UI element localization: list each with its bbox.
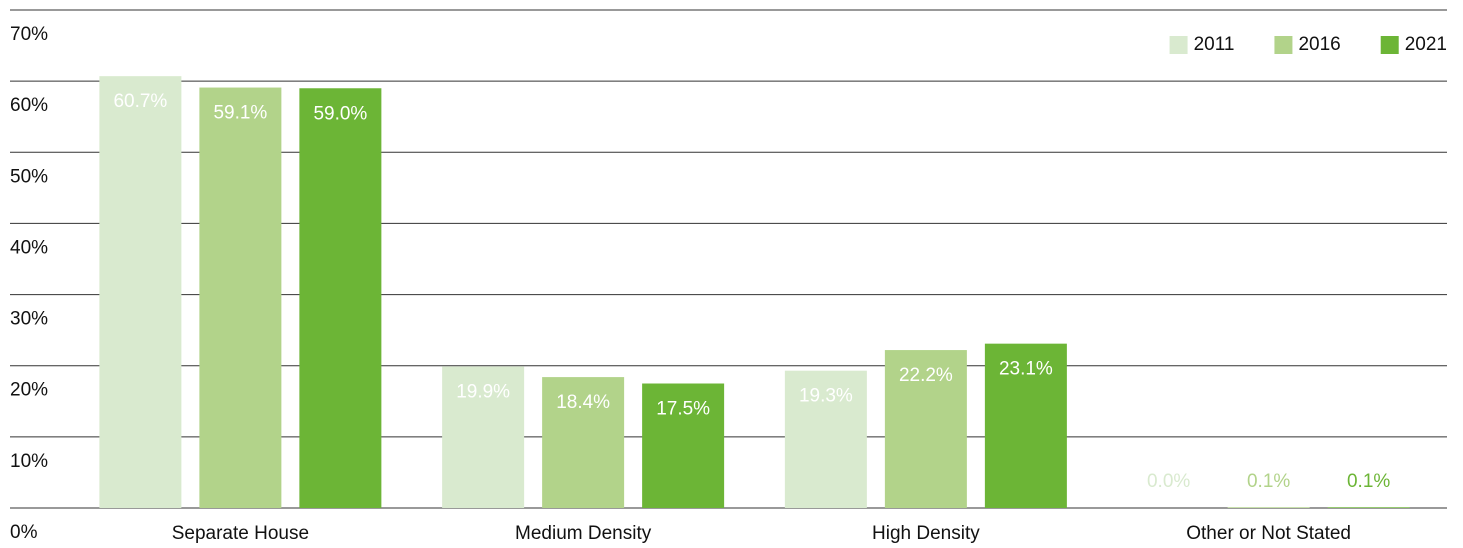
- y-tick-label: 0%: [10, 522, 38, 543]
- legend-label: 2021: [1405, 34, 1447, 55]
- legend-swatch: [1274, 36, 1293, 54]
- data-label: 0.0%: [1147, 471, 1190, 492]
- x-tick-label: High Density: [872, 523, 980, 544]
- bar: [642, 383, 725, 508]
- legend-label: 2016: [1298, 34, 1340, 55]
- y-tick-label: 60%: [10, 95, 48, 116]
- x-tick-label: Separate House: [172, 523, 309, 544]
- y-tick-label: 10%: [10, 451, 48, 472]
- y-tick-label: 30%: [10, 309, 48, 330]
- data-label: 17.5%: [656, 399, 710, 420]
- bar: [1327, 507, 1410, 508]
- bar: [299, 88, 382, 508]
- bar: [784, 370, 867, 508]
- data-label: 0.1%: [1247, 471, 1290, 492]
- data-label: 22.2%: [899, 365, 953, 386]
- data-label: 19.3%: [799, 386, 853, 407]
- y-tick-label: 20%: [10, 380, 48, 401]
- y-tick-label: 70%: [10, 24, 48, 45]
- data-label: 23.1%: [999, 359, 1053, 380]
- data-label: 59.0%: [313, 103, 367, 124]
- y-tick-label: 50%: [10, 166, 48, 187]
- x-tick-label: Medium Density: [515, 523, 652, 544]
- data-label: 19.9%: [456, 381, 510, 402]
- data-label: 0.1%: [1347, 471, 1390, 492]
- bar: [442, 366, 525, 508]
- legend-label: 2011: [1194, 34, 1235, 55]
- bar: [884, 350, 967, 508]
- bar: [99, 76, 182, 509]
- y-tick-label: 40%: [10, 237, 48, 258]
- bar: [984, 343, 1067, 508]
- data-label: 59.1%: [213, 103, 267, 124]
- bar: [1227, 507, 1310, 508]
- legend-swatch: [1169, 36, 1188, 54]
- data-label: 60.7%: [113, 91, 167, 112]
- x-tick-label: Other or Not Stated: [1186, 523, 1351, 544]
- bar: [542, 377, 625, 508]
- bar: [199, 87, 282, 508]
- legend-swatch: [1380, 36, 1399, 54]
- data-label: 18.4%: [556, 392, 610, 413]
